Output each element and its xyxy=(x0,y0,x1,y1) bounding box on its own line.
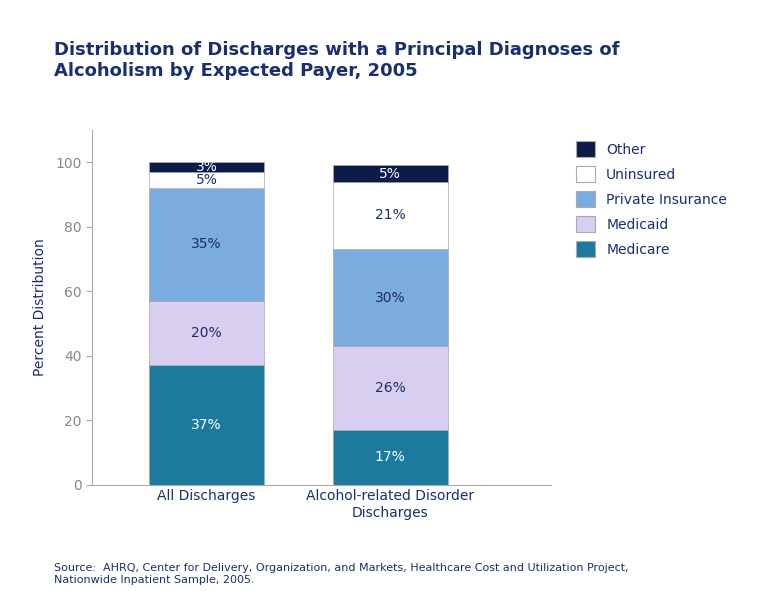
Text: 17%: 17% xyxy=(375,450,405,464)
Y-axis label: Percent Distribution: Percent Distribution xyxy=(33,238,47,376)
Text: 30%: 30% xyxy=(375,291,405,304)
Bar xyxy=(333,249,448,346)
Text: 5%: 5% xyxy=(196,173,217,187)
Bar xyxy=(333,181,448,249)
Text: 21%: 21% xyxy=(375,209,405,222)
Bar xyxy=(149,172,264,188)
Text: 20%: 20% xyxy=(191,326,222,340)
Bar xyxy=(333,165,448,181)
Bar xyxy=(149,188,264,301)
Legend: Other, Uninsured, Private Insurance, Medicaid, Medicare: Other, Uninsured, Private Insurance, Med… xyxy=(571,137,731,262)
Text: Distribution of Discharges with a Principal Diagnoses of
Alcoholism by Expected : Distribution of Discharges with a Princi… xyxy=(54,41,619,80)
Text: 3%: 3% xyxy=(196,160,217,174)
Text: 26%: 26% xyxy=(375,381,405,395)
Bar xyxy=(333,430,448,485)
Bar xyxy=(149,301,264,365)
Bar xyxy=(149,163,264,172)
Text: 37%: 37% xyxy=(191,418,222,432)
Bar xyxy=(333,346,448,430)
Text: Source:  AHRQ, Center for Delivery, Organization, and Markets, Healthcare Cost a: Source: AHRQ, Center for Delivery, Organ… xyxy=(54,563,628,585)
Text: 5%: 5% xyxy=(379,167,401,180)
Bar xyxy=(149,365,264,485)
Text: 35%: 35% xyxy=(191,238,222,251)
